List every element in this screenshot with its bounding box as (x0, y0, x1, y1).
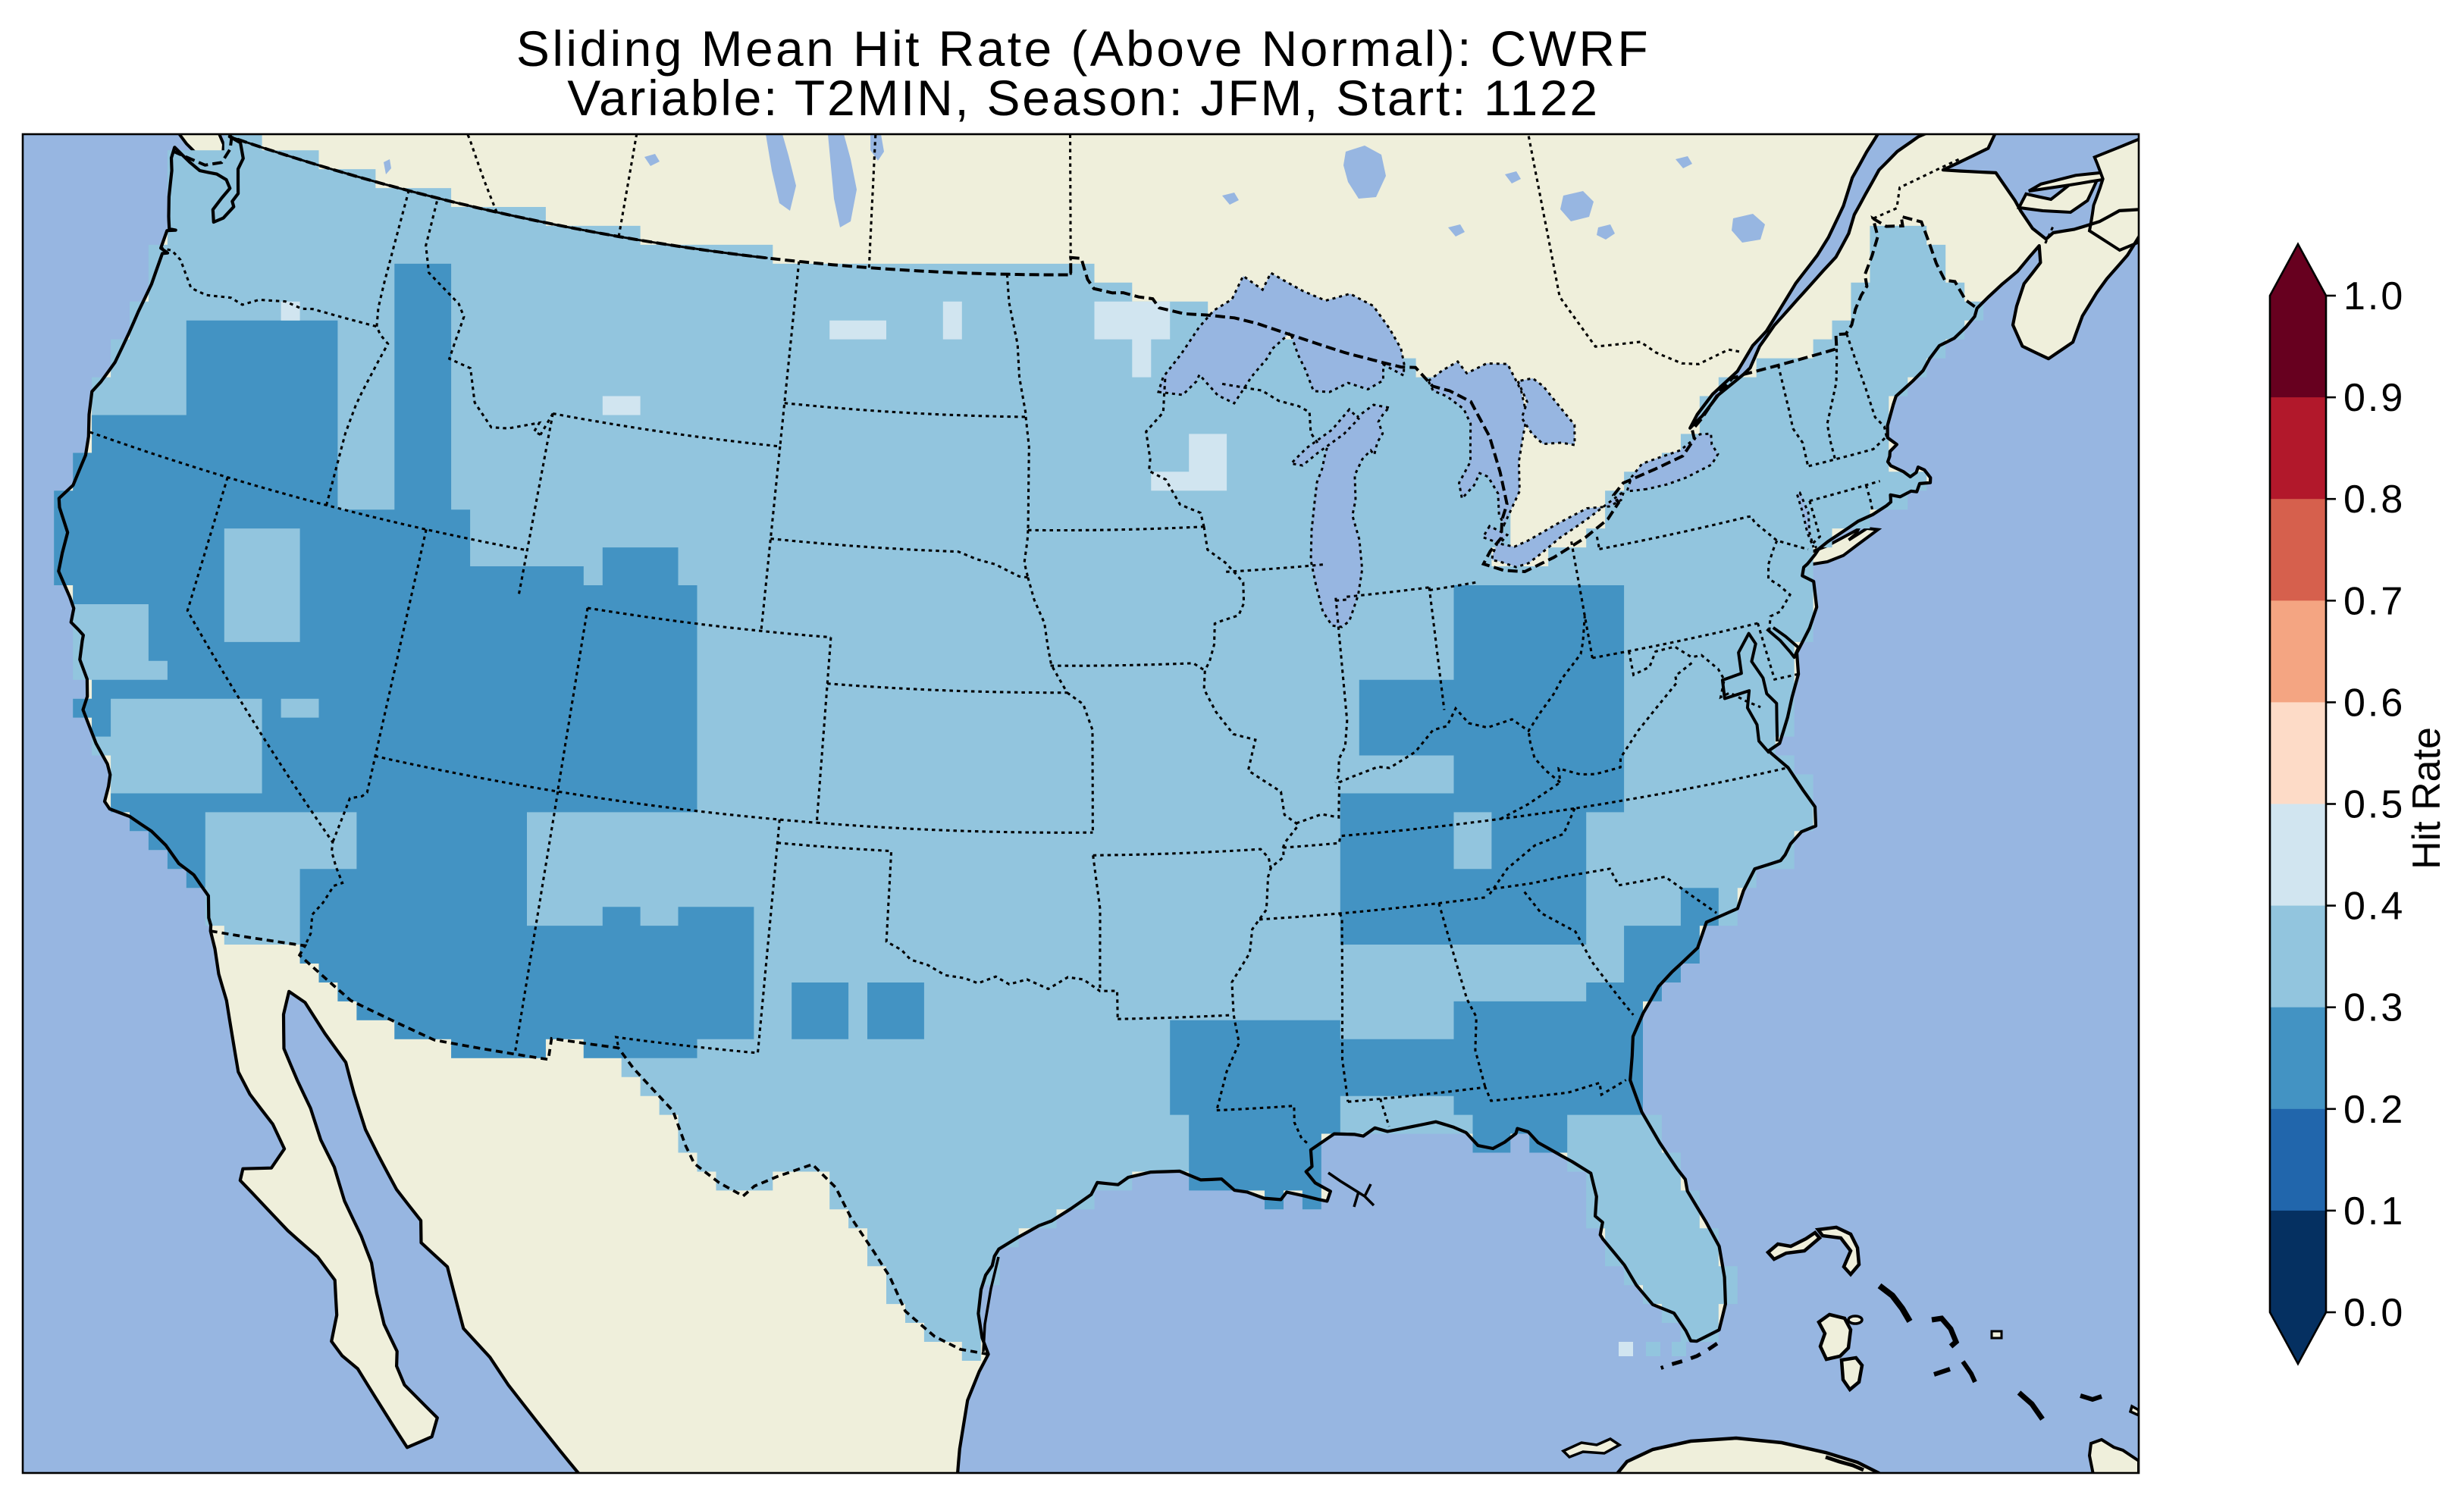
svg-text:0.3: 0.3 (2343, 986, 2405, 1030)
svg-text:1.0: 1.0 (2343, 274, 2405, 318)
svg-text:0.4: 0.4 (2343, 885, 2405, 929)
svg-text:0.0: 0.0 (2343, 1291, 2405, 1335)
svg-text:0.2: 0.2 (2343, 1088, 2405, 1132)
svg-text:Variable: T2MIN, Season: JFM,: Variable: T2MIN, Season: JFM, Start: 112… (567, 70, 1600, 126)
svg-text:0.5: 0.5 (2343, 783, 2405, 827)
svg-text:0.1: 0.1 (2343, 1189, 2405, 1233)
svg-text:Hit Rate: Hit Rate (2405, 727, 2449, 870)
svg-text:0.6: 0.6 (2343, 681, 2405, 725)
svg-text:0.7: 0.7 (2343, 579, 2405, 623)
svg-text:Sliding Mean Hit Rate (Above N: Sliding Mean Hit Rate (Above Normal): CW… (516, 20, 1651, 77)
svg-text:0.9: 0.9 (2343, 376, 2405, 420)
svg-text:0.8: 0.8 (2343, 478, 2405, 522)
